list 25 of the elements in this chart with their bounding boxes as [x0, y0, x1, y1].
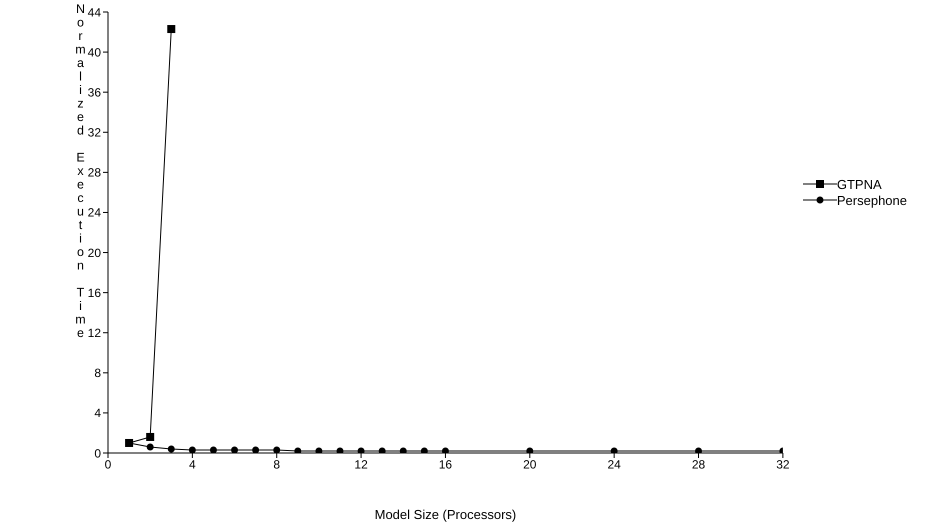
y-tick-label: 24: [88, 206, 102, 220]
x-tick-label: 28: [692, 458, 706, 472]
x-tick-label: 4: [189, 458, 196, 472]
y-axis-title: Normalized Execution Time: [74, 2, 88, 340]
legend-label: Persephone: [836, 192, 907, 208]
y-tick-label: 32: [88, 126, 102, 140]
x-tick-label: 8: [273, 458, 280, 472]
x-tick-label: 32: [776, 458, 790, 472]
y-tick-label: 4: [94, 406, 102, 420]
y-tick-label: 40: [88, 45, 102, 60]
x-tick-label: 20: [523, 458, 537, 472]
y-tick-label: 44: [88, 5, 102, 20]
x-axis-title: Model Size (Processors): [374, 507, 516, 522]
y-tick-label: 36: [88, 85, 102, 100]
legend-label: GTPNA: [836, 176, 882, 192]
y-tick-label: 0: [94, 446, 102, 460]
x-tick-label: 16: [438, 458, 452, 472]
y-tick-label: 8: [94, 366, 102, 380]
y-tick-label: 28: [88, 166, 102, 180]
y-tick-label: 16: [88, 286, 102, 300]
x-tick-label: 24: [607, 458, 622, 472]
y-tick-label: 12: [88, 326, 102, 340]
x-tick-label: 12: [354, 458, 368, 472]
y-tick-label: 20: [88, 246, 102, 260]
x-tick-label: 0: [104, 458, 112, 472]
